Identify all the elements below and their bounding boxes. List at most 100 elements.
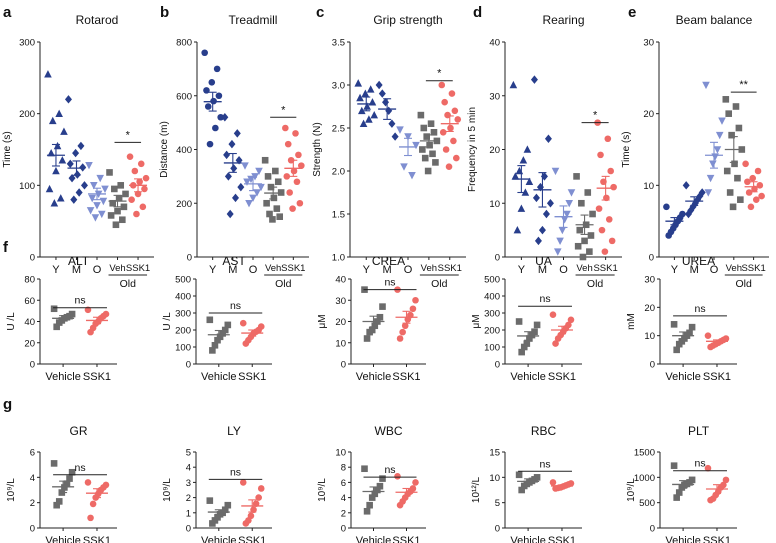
significance-label: * [593,110,598,122]
panel-f3: CREA 0 10 20 30 40 μM Vehicle SSK1 ns [317,254,426,383]
data-point [595,205,603,212]
data-point [228,139,236,149]
y-tick-label: 500 [175,275,191,286]
data-point [52,166,60,175]
group-m: M [64,95,88,276]
data-point [378,89,386,98]
data-point [111,185,118,193]
y-tick-label: 0 [495,524,500,535]
y-axis-label: μM [471,314,482,328]
group-m: M [221,113,245,276]
data-point [544,134,552,143]
data-point [417,111,425,119]
data-point [211,342,219,349]
y-tick-label: 10 [489,473,500,484]
data-point [359,119,368,127]
data-point [538,225,546,235]
data-point [396,126,404,134]
data-point [675,340,683,348]
significance-label: ns [539,458,550,470]
data-point [385,106,393,115]
panel-letter: e [628,4,636,21]
x-tick-label: M [228,264,237,276]
data-point [213,65,221,73]
data-point [567,316,575,324]
data-point [224,321,232,329]
data-point [101,185,109,194]
significance-label: ns [694,458,705,470]
y-tick-label: 600 [176,91,192,102]
data-point [45,184,54,193]
data-point [439,129,447,136]
data-point [423,133,430,140]
data-point [206,316,214,324]
y-tick-label: 0 [341,524,346,535]
data-point [673,494,680,501]
data-point [136,178,143,186]
x-tick-label: Y [52,264,60,276]
data-point [540,172,548,181]
y-tick-label: 15 [489,448,500,459]
data-point [556,237,564,245]
y-tick-label: 0 [30,253,35,264]
y-tick-label: 20 [24,338,35,349]
y-tick-label: 400 [484,292,500,303]
data-point [709,160,717,168]
subgroup-label: Old [587,278,604,290]
y-tick-label: 0 [187,253,192,264]
data-point [241,162,249,170]
x-tick-label: Vehicle [665,535,700,543]
y-tick-label: 1.5 [332,210,345,221]
data-point [209,347,216,354]
data-point [376,482,384,490]
data-point [239,479,247,486]
y-tick-label: 80 [24,275,35,286]
data-point [79,163,87,172]
panel-f5: UREA 0 10 20 30 mM Vehicle SSK1 ns [626,254,737,383]
data-point [715,131,724,140]
y-axis-label: U /L [6,312,17,331]
chart-title: ALT [68,254,90,268]
data-point [290,167,298,175]
data-point [44,70,52,78]
data-point [586,248,593,255]
data-point [534,236,542,246]
group-y: Y [44,70,68,276]
data-point [409,305,417,313]
chart-title: AST [222,254,246,268]
group-vehicle: Vehicle [45,460,81,543]
data-point [702,81,710,90]
group-ssk1: SSK1 [548,479,576,543]
group-y: Y [354,79,379,276]
x-tick-label: SSK1 [126,263,150,274]
y-tick-label: 200 [484,326,500,337]
panel-letter: g [3,396,12,413]
data-point [728,131,735,139]
data-point [282,124,289,132]
y-tick-label: 3.5 [332,38,345,49]
group-ssk1: SSK1 [126,153,150,274]
data-point [665,232,672,239]
data-point [106,169,113,176]
data-point [142,174,150,182]
data-point [678,484,686,491]
data-point [298,162,305,169]
data-point [374,486,381,494]
data-point [126,153,134,160]
y-tick-label: 40 [489,38,500,49]
data-point [139,203,147,211]
panel-g1: g GR 0 2 4 6 10⁹/L Vehicle SSK1 ns [3,396,117,543]
y-tick-label: 8 [341,463,346,474]
data-point [576,226,584,234]
data-point [58,156,67,164]
x-tick-label: SSK1 [548,371,576,383]
data-point [713,146,722,154]
data-point [525,177,534,186]
data-point [356,93,364,102]
y-tick-label: 6 [30,448,35,459]
data-point [55,109,63,117]
data-point [430,129,438,136]
data-point [442,146,450,153]
data-point [112,221,120,229]
y-tick-label: 200 [19,109,35,120]
